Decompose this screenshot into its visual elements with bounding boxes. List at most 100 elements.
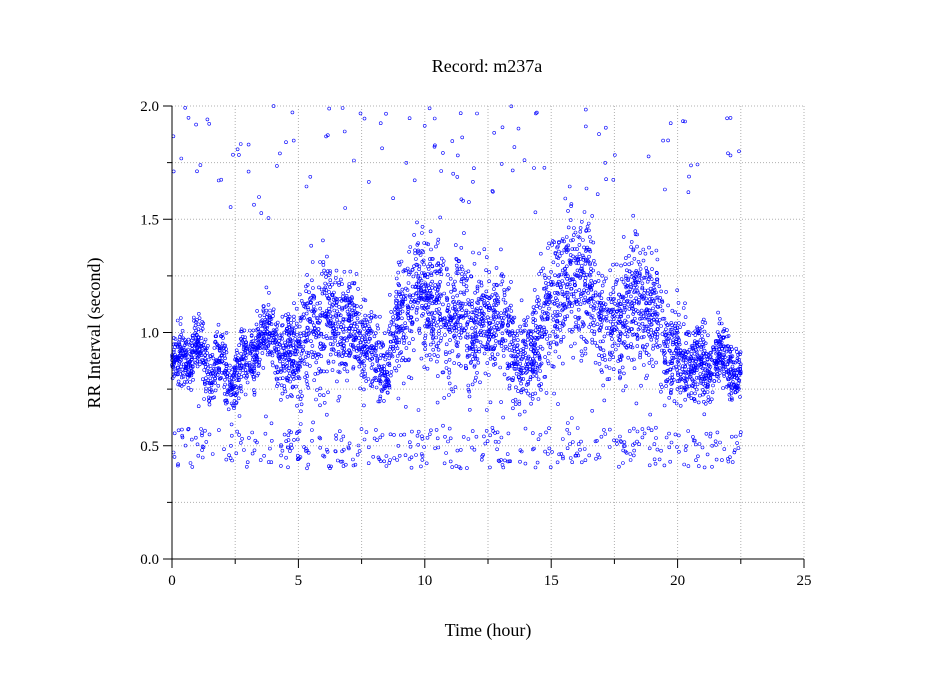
- data-point: [224, 364, 229, 368]
- data-point: [583, 339, 588, 343]
- data-point: [523, 351, 528, 355]
- data-point: [461, 282, 466, 287]
- data-point: [441, 302, 445, 307]
- data-point: [586, 291, 591, 295]
- data-point: [470, 310, 475, 315]
- data-point: [551, 260, 556, 265]
- data-point: [452, 326, 457, 331]
- data-point: [371, 454, 376, 459]
- data-point: [275, 370, 280, 375]
- data-point: [468, 347, 473, 351]
- data-point: [571, 254, 575, 259]
- data-point: [409, 465, 414, 470]
- data-point: [675, 379, 680, 384]
- data-point: [574, 453, 579, 458]
- data-point: [180, 354, 184, 359]
- data-point: [319, 354, 324, 359]
- data-point: [394, 344, 398, 348]
- data-point: [524, 319, 528, 323]
- data-point: [350, 327, 355, 331]
- data-point: [180, 433, 184, 438]
- data-point: [427, 106, 432, 111]
- data-point: [490, 425, 495, 430]
- data-point: [551, 340, 556, 344]
- data-point: [513, 361, 518, 366]
- data-point: [349, 334, 354, 338]
- data-point: [580, 253, 585, 258]
- data-point: [717, 321, 722, 326]
- data-point: [330, 342, 335, 347]
- data-point: [258, 458, 263, 462]
- data-point: [198, 362, 202, 367]
- data-point: [331, 321, 335, 326]
- data-point: [563, 267, 567, 272]
- data-point: [304, 371, 309, 375]
- data-point: [197, 311, 201, 316]
- data-point: [599, 303, 604, 308]
- data-point: [519, 371, 524, 376]
- data-point: [473, 313, 478, 318]
- data-point: [574, 261, 579, 265]
- data-point: [683, 397, 688, 402]
- data-point: [448, 314, 453, 319]
- data-point: [702, 412, 707, 417]
- data-point: [420, 231, 424, 235]
- data-point: [179, 316, 183, 320]
- data-point: [324, 334, 329, 338]
- data-point: [376, 363, 381, 368]
- data-point: [227, 453, 231, 458]
- data-point: [420, 303, 424, 308]
- data-point: [453, 288, 457, 292]
- data-point: [306, 462, 311, 467]
- data-point: [465, 288, 469, 293]
- data-point: [352, 347, 356, 352]
- data-point: [441, 370, 446, 375]
- data-point: [610, 322, 615, 327]
- data-point: [704, 431, 709, 436]
- data-point: [223, 382, 227, 387]
- data-point: [223, 369, 227, 373]
- data-point: [485, 340, 490, 345]
- data-point: [406, 281, 411, 285]
- data-point: [417, 285, 421, 290]
- data-point: [487, 296, 492, 301]
- data-point: [660, 298, 664, 303]
- data-point: [490, 293, 495, 297]
- data-point: [506, 323, 510, 328]
- data-point: [460, 267, 465, 272]
- data-point: [469, 340, 474, 345]
- y-axis-label: RR Interval (second): [84, 258, 105, 409]
- data-point: [694, 349, 699, 354]
- data-point: [648, 412, 653, 417]
- data-point: [627, 307, 632, 311]
- data-point: [470, 345, 474, 350]
- data-point: [646, 426, 651, 431]
- x-tick-label: 20: [670, 573, 685, 589]
- data-point: [337, 305, 341, 309]
- data-point: [669, 321, 674, 325]
- data-point: [419, 452, 424, 456]
- data-point: [726, 151, 730, 156]
- data-point: [278, 151, 282, 156]
- data-point: [450, 322, 454, 327]
- data-point: [577, 288, 582, 292]
- data-point: [412, 178, 417, 183]
- data-point: [217, 344, 222, 349]
- data-point: [579, 460, 584, 465]
- data-point: [437, 269, 442, 274]
- data-point: [635, 244, 639, 249]
- data-point: [526, 380, 530, 384]
- data-point: [578, 229, 583, 234]
- data-point: [257, 195, 261, 199]
- data-point: [486, 373, 491, 377]
- data-point: [605, 331, 610, 336]
- data-point: [525, 337, 530, 342]
- data-point: [644, 269, 649, 274]
- data-point: [291, 370, 295, 374]
- data-point: [694, 375, 699, 380]
- data-point: [691, 438, 696, 443]
- data-point: [356, 443, 361, 448]
- data-point: [499, 324, 504, 329]
- data-point: [235, 378, 239, 383]
- data-point: [375, 359, 380, 364]
